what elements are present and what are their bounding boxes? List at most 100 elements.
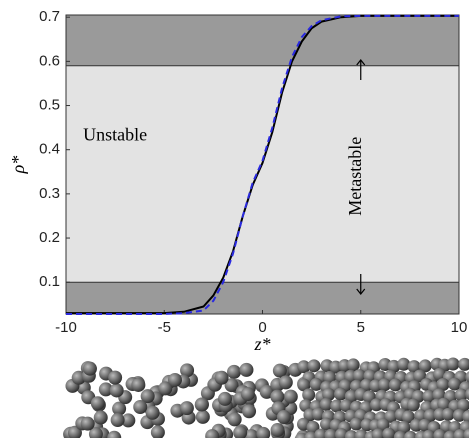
particle [384, 409, 398, 423]
particle [453, 429, 467, 438]
plot-frame [65, 14, 460, 315]
particle [309, 377, 323, 391]
particle [354, 429, 368, 438]
profile-line [66, 14, 459, 315]
particle [179, 401, 194, 416]
x-tick-label: 5 [357, 319, 365, 336]
particle [369, 398, 383, 412]
particle [436, 378, 450, 392]
particle [423, 409, 437, 423]
particle [393, 430, 407, 438]
particle [276, 410, 291, 425]
particle [297, 378, 311, 392]
particle [359, 378, 373, 392]
particle [382, 427, 396, 438]
particle [217, 391, 232, 406]
arrow-head [356, 288, 366, 295]
particle [433, 429, 447, 438]
x-tick-label: 10 [451, 319, 468, 336]
particle [463, 428, 469, 438]
particle [227, 412, 242, 427]
particle [346, 358, 360, 372]
particle [454, 388, 468, 402]
particle [278, 375, 293, 390]
particle [437, 397, 451, 411]
particle [378, 378, 392, 392]
particle [441, 407, 455, 421]
particle [418, 359, 432, 373]
particle [465, 371, 469, 384]
unstable-band [66, 65, 459, 283]
particle [205, 429, 220, 438]
x-tick-label: -5 [158, 319, 171, 336]
x-tick-label: 0 [258, 319, 266, 336]
particle [344, 430, 358, 438]
particle [323, 370, 337, 384]
particle [233, 425, 248, 438]
particle [270, 389, 285, 404]
particle [239, 362, 254, 377]
particle [242, 404, 257, 419]
particle [98, 382, 113, 397]
particle [458, 357, 469, 371]
particle [319, 417, 333, 431]
annotation: Unstable [83, 125, 147, 145]
particle [397, 357, 411, 371]
particle [256, 426, 271, 438]
particle [422, 389, 436, 403]
particle [324, 428, 338, 438]
y-axis-label: ρ* [8, 156, 28, 175]
x-axis-label: z* [253, 334, 270, 354]
y-tick-label: 0.4 [39, 141, 60, 158]
particle [319, 397, 333, 411]
particle [297, 360, 311, 374]
x-tick-label: -10 [55, 319, 77, 336]
particle [112, 401, 127, 416]
particle [407, 360, 421, 374]
y-tick-label: 0.5 [39, 97, 60, 114]
particle [422, 429, 436, 438]
y-tick-label: 0.6 [39, 52, 60, 69]
particle [465, 388, 469, 401]
particle [110, 413, 125, 428]
particle [224, 378, 239, 393]
particle [272, 363, 287, 378]
particle [330, 399, 344, 413]
particle [283, 389, 298, 404]
particle [401, 410, 415, 424]
y-tick-label: 0.7 [39, 8, 60, 25]
particle [270, 423, 285, 438]
particle [457, 398, 469, 412]
particle [150, 425, 165, 438]
particle [397, 420, 411, 434]
particle [334, 387, 348, 401]
particle [334, 428, 348, 438]
particle [80, 416, 95, 431]
particle [311, 407, 325, 421]
particle [133, 400, 148, 415]
particle [167, 372, 182, 387]
particle [443, 430, 457, 438]
particle [304, 431, 318, 438]
particle [349, 417, 363, 431]
particle [240, 387, 255, 402]
particle [158, 381, 173, 396]
particle [131, 377, 146, 392]
particle [108, 370, 123, 385]
particle [145, 405, 160, 420]
particle [314, 428, 328, 438]
particle [404, 430, 418, 438]
particle [259, 384, 274, 399]
particle [82, 361, 97, 376]
y-tick-label: 0.2 [39, 229, 60, 246]
particle [88, 427, 103, 438]
particle [376, 418, 390, 432]
annotation: Metastable [345, 137, 365, 216]
particle [388, 378, 402, 392]
particle [352, 369, 366, 383]
particle [371, 428, 385, 438]
particle [195, 409, 210, 424]
particle [448, 377, 462, 391]
particle [109, 383, 124, 398]
